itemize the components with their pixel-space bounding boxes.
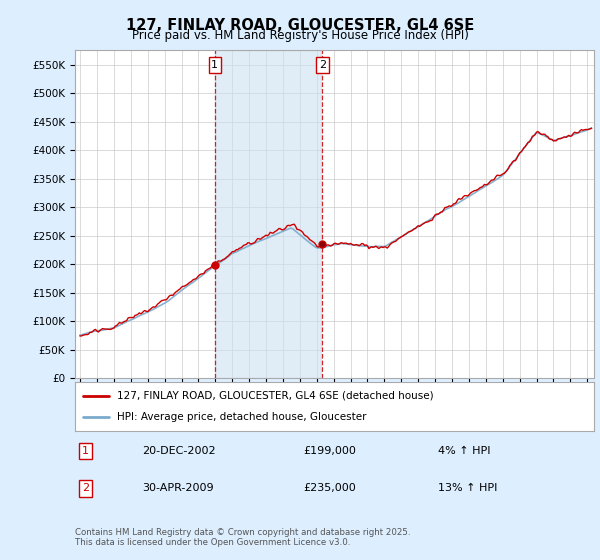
- Text: 4% ↑ HPI: 4% ↑ HPI: [438, 446, 491, 456]
- Text: 2: 2: [82, 483, 89, 493]
- Text: 2: 2: [319, 60, 326, 70]
- Text: HPI: Average price, detached house, Gloucester: HPI: Average price, detached house, Glou…: [116, 412, 366, 422]
- Text: 1: 1: [211, 60, 218, 70]
- Text: 127, FINLAY ROAD, GLOUCESTER, GL4 6SE: 127, FINLAY ROAD, GLOUCESTER, GL4 6SE: [126, 18, 474, 33]
- Text: £199,000: £199,000: [304, 446, 356, 456]
- Text: 127, FINLAY ROAD, GLOUCESTER, GL4 6SE (detached house): 127, FINLAY ROAD, GLOUCESTER, GL4 6SE (d…: [116, 391, 433, 401]
- Text: £235,000: £235,000: [304, 483, 356, 493]
- Text: 13% ↑ HPI: 13% ↑ HPI: [438, 483, 497, 493]
- Text: 30-APR-2009: 30-APR-2009: [142, 483, 214, 493]
- Text: 1: 1: [82, 446, 89, 456]
- Text: 20-DEC-2002: 20-DEC-2002: [142, 446, 216, 456]
- Text: Contains HM Land Registry data © Crown copyright and database right 2025.
This d: Contains HM Land Registry data © Crown c…: [75, 528, 410, 547]
- Text: Price paid vs. HM Land Registry's House Price Index (HPI): Price paid vs. HM Land Registry's House …: [131, 29, 469, 42]
